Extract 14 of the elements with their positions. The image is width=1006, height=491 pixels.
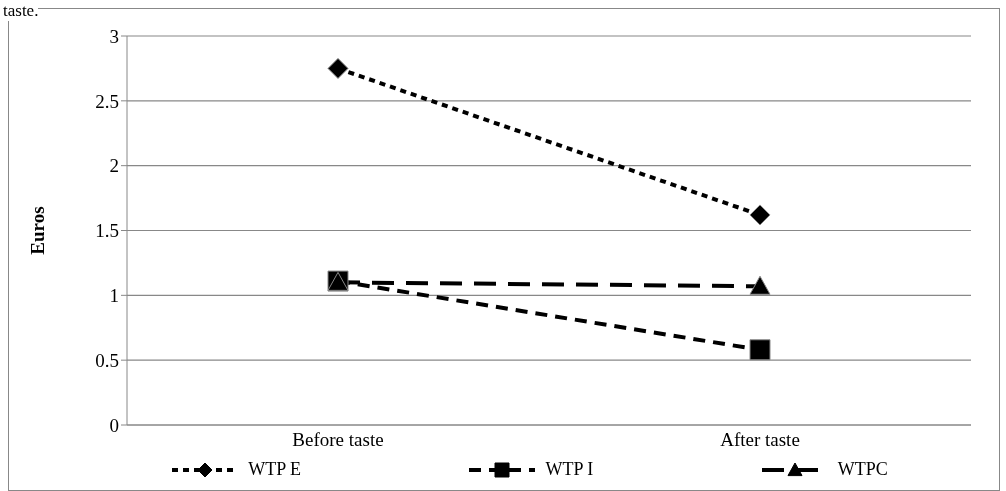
y-tick-label: 2 (109, 155, 119, 177)
y-tick-label: 3 (109, 25, 119, 47)
x-tick-label: After taste (720, 429, 800, 451)
x-tick-label: Before taste (292, 429, 384, 451)
y-tick-label: 0 (109, 414, 119, 436)
text: taste. (3, 1, 39, 21)
legend-label: WTPC (837, 459, 888, 480)
legend-label: WTP E (248, 459, 302, 480)
y-axis-title: Euros (26, 206, 48, 255)
y-tick-label: 2.5 (95, 90, 119, 112)
y-tick-label: 0.5 (95, 349, 119, 371)
y-tick-label: 1 (109, 285, 119, 307)
y-tick-label: 1.5 (95, 220, 119, 242)
legend-label: WTP I (545, 459, 594, 480)
